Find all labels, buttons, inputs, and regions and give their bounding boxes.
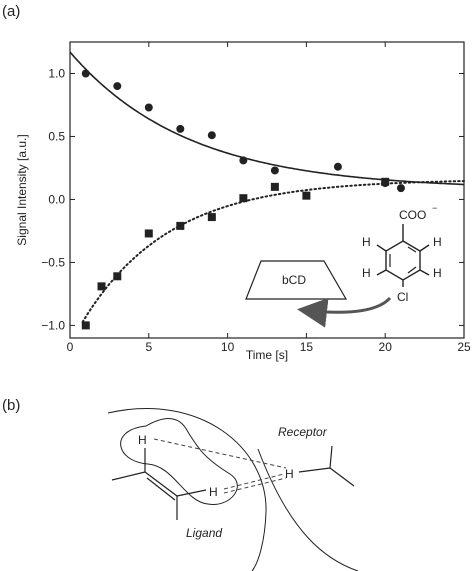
square-data-point — [144, 229, 153, 238]
aromatic-bond — [407, 246, 417, 253]
hydrogen-bond-line — [376, 244, 387, 252]
hydrogen-bond-line — [376, 269, 387, 276]
ligand-hydrogen-label: H — [138, 433, 147, 447]
square-data-point — [381, 177, 390, 186]
y-axis-label: Signal Intensity [a.u.] — [15, 134, 29, 245]
square-data-point — [207, 213, 216, 222]
fit-curves — [69, 51, 465, 323]
circle-data-point — [270, 166, 279, 175]
ligand-hydrogen-label: H — [209, 485, 218, 499]
noe-contact-line — [223, 477, 287, 494]
square-data-point — [176, 221, 185, 230]
square-data-point — [97, 282, 106, 291]
x-tick-label: 10 — [221, 340, 235, 354]
circle-data-point — [144, 103, 153, 112]
receptor-bond — [329, 467, 355, 487]
square-data-point — [81, 321, 90, 330]
ligand-contour — [120, 418, 238, 505]
x-tick-label: 20 — [379, 340, 393, 354]
hydrogen-label: H — [433, 235, 442, 249]
circle-data-point — [81, 69, 90, 78]
carboxylate-label: COO — [399, 208, 426, 222]
circle-data-point — [333, 162, 342, 171]
receptor-boundary — [107, 408, 267, 571]
ligand-bond — [111, 471, 146, 481]
x-tick-label: 15 — [300, 340, 314, 354]
ligand-bond — [144, 471, 178, 497]
data-points — [81, 69, 405, 330]
x-tick-label: 5 — [145, 340, 152, 354]
x-tick-label: 25 — [457, 340, 471, 354]
receptor-hydrogen-label: H — [285, 467, 294, 481]
cyclodextrin-shape — [245, 260, 348, 300]
chlorine-label: Cl — [397, 290, 408, 304]
solid-fit-curve — [69, 51, 465, 186]
plot-frame — [69, 41, 465, 339]
square-data-point — [239, 194, 248, 203]
y-tick-label: 0.5 — [48, 129, 65, 143]
y-tick-label: −1.0 — [41, 318, 65, 332]
circle-data-point — [207, 131, 216, 140]
panel-a-label: (a) — [2, 3, 20, 20]
dotted-fit-curve — [81, 180, 465, 323]
chlorobenzoate-structure: COO − H H H H Cl — [362, 203, 442, 304]
y-tick-label: 1.0 — [48, 66, 65, 80]
binding-arrow — [297, 296, 392, 328]
cyclodextrin-label: bCD — [282, 273, 306, 287]
x-tick-label: 0 — [67, 340, 74, 354]
circle-data-point — [239, 156, 248, 165]
x-axis-ticks: 0 5 10 15 20 25 — [67, 42, 471, 354]
circle-data-point — [396, 184, 405, 193]
binding-schematic: H H H Receptor Ligand — [107, 408, 359, 571]
circle-data-point — [176, 124, 185, 133]
noe-contact-line — [153, 438, 287, 469]
square-data-point — [113, 272, 122, 281]
hydrogen-label: H — [362, 266, 371, 280]
receptor-boundary — [257, 448, 359, 571]
circle-data-point — [113, 82, 122, 91]
panel-b-label: (b) — [2, 397, 20, 414]
hydrogen-label: H — [362, 235, 371, 249]
square-data-point — [270, 182, 279, 191]
y-tick-label: −0.5 — [41, 255, 65, 269]
receptor-bond — [298, 467, 331, 473]
benzene-ring — [385, 240, 421, 281]
noe-contact-line — [223, 473, 285, 490]
y-tick-label: 0.0 — [48, 192, 65, 206]
receptor-bond — [329, 445, 333, 469]
aromatic-bond — [407, 266, 417, 274]
ligand-bond — [176, 489, 207, 497]
ligand-double-bond — [146, 477, 176, 501]
y-axis-ticks: −1.0 −0.5 0.0 0.5 1.0 — [41, 66, 464, 332]
receptor-label: Receptor — [278, 425, 328, 439]
x-axis-label: Time [s] — [246, 348, 288, 362]
carboxylate-charge: − — [432, 203, 437, 213]
ligand-label: Ligand — [186, 526, 222, 540]
hydrogen-label: H — [433, 266, 442, 280]
hydrogen-bond-line — [419, 244, 430, 252]
square-data-point — [302, 191, 311, 200]
hydrogen-bond-line — [419, 269, 430, 276]
